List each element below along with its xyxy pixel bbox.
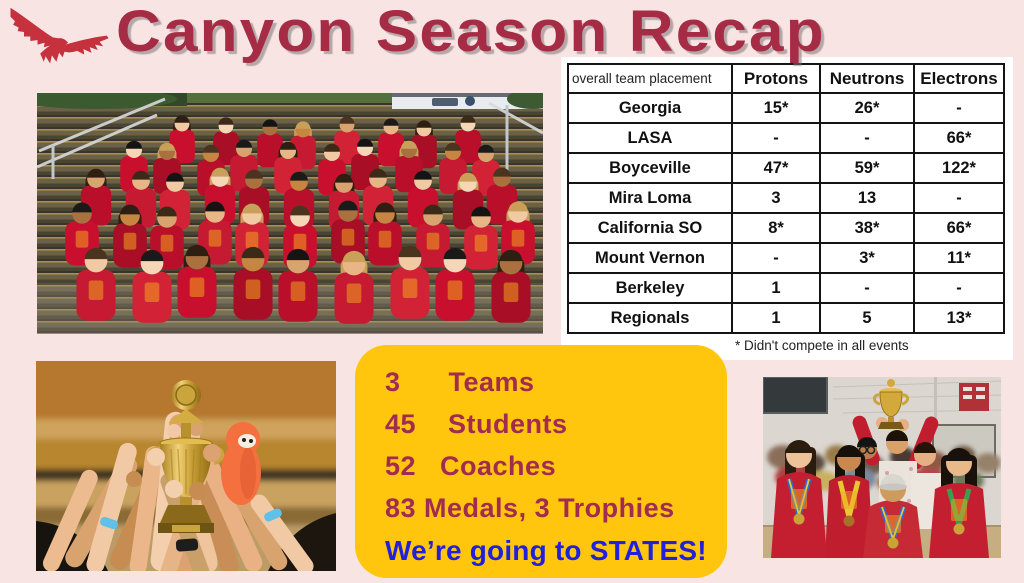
table-cell: California SO — [567, 212, 733, 244]
table-cell: 15* — [731, 92, 821, 124]
table-row: Georgia 15* 26* - — [567, 92, 1005, 124]
table-cell: 38* — [819, 212, 915, 244]
eagle-icon — [10, 7, 109, 64]
table-cell: - — [913, 272, 1005, 304]
table-cell: 66* — [913, 212, 1005, 244]
table-cell: 11* — [913, 242, 1005, 274]
table-cell: 3* — [819, 242, 915, 274]
table-cell: Regionals — [567, 302, 733, 334]
table-cell: 8* — [731, 212, 821, 244]
trophy-photo-hands-raised — [36, 361, 336, 571]
table-row: Mira Loma 3 13 - — [567, 182, 1005, 214]
table-cell: - — [819, 272, 915, 304]
table-cell: Boyceville — [567, 152, 733, 184]
table-cell: 66* — [913, 122, 1005, 154]
orange-plush — [221, 422, 261, 505]
table-cell: 13* — [913, 302, 1005, 334]
table-footnote: * Didn't compete in all events — [735, 338, 909, 353]
table-cell: - — [731, 122, 821, 154]
table-cell: 26* — [819, 92, 915, 124]
table-cell: Georgia — [567, 92, 733, 124]
placement-table: overall team placement Protons Neutrons … — [561, 57, 1013, 360]
medals-photo-students-with-trophy — [763, 377, 1001, 558]
table-cell: 59* — [819, 152, 915, 184]
table-row: Mount Vernon - 3* 11* — [567, 242, 1005, 274]
table-row: Boyceville 47* 59* 122* — [567, 152, 1005, 184]
table-cell: - — [819, 122, 915, 154]
column-header-neutrons: Neutrons — [819, 63, 915, 94]
table-header-row: overall team placement Protons Neutrons … — [567, 63, 1005, 94]
table-cell: 47* — [731, 152, 821, 184]
table-cell: 3 — [731, 182, 821, 214]
stat-line-medals-trophies: 83 Medals, 3 Trophies — [385, 493, 675, 523]
table-cell: - — [731, 242, 821, 274]
states-announcement: We’re going to STATES! — [385, 535, 707, 566]
table-row: LASA - - 66* — [567, 122, 1005, 154]
table-row: Berkeley 1 - - — [567, 272, 1005, 304]
table-cell: 13 — [819, 182, 915, 214]
stat-line-students: 45 Students — [385, 409, 568, 439]
table-row: Regionals 1 5 13* — [567, 302, 1005, 334]
column-header-electrons: Electrons — [913, 63, 1005, 94]
table-cell: LASA — [567, 122, 733, 154]
column-header-protons: Protons — [731, 63, 821, 94]
season-stats-box: 3 Teams 45 Students 52 Coaches 83 Medals… — [355, 345, 727, 578]
table-cell: Mira Loma — [567, 182, 733, 214]
page-title: Canyon Season Recap — [116, 0, 826, 64]
table-cell: - — [913, 92, 1005, 124]
table-cell: 122* — [913, 152, 1005, 184]
table-cell: 1 — [731, 272, 821, 304]
column-header-placement: overall team placement — [567, 63, 733, 94]
table-cell: 1 — [731, 302, 821, 334]
stat-line-coaches: 52 Coaches — [385, 451, 557, 481]
table-cell: Mount Vernon — [567, 242, 733, 274]
stat-line-teams: 3 Teams — [385, 367, 535, 397]
group-photo-students-on-stairs — [37, 93, 543, 334]
table-cell: - — [913, 182, 1005, 214]
table-row: California SO 8* 38* 66* — [567, 212, 1005, 244]
table-cell: Berkeley — [567, 272, 733, 304]
table-cell: 5 — [819, 302, 915, 334]
